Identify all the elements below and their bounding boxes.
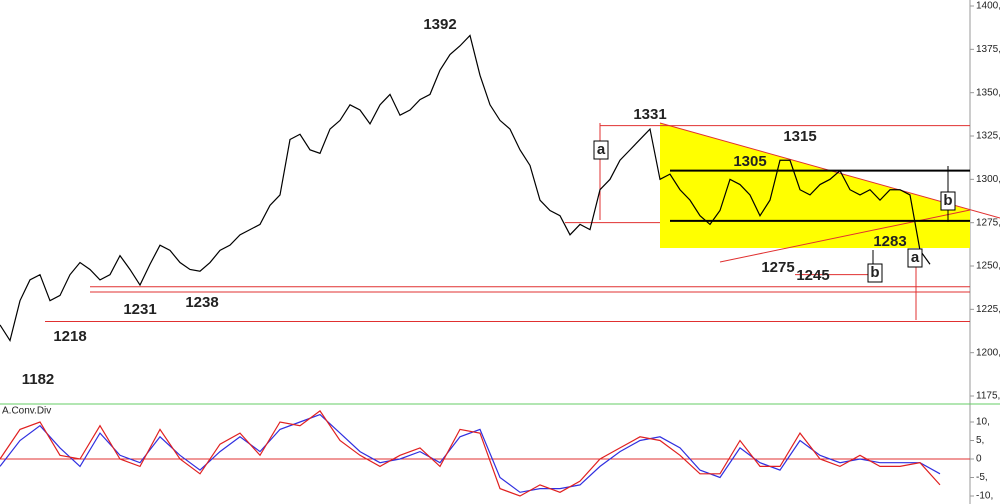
annotation: 1315 <box>783 128 816 145</box>
annotation: 1231 <box>123 301 156 318</box>
annotation: 1305 <box>733 153 766 170</box>
y-tick-label: 1250, <box>976 261 1000 272</box>
label-box <box>940 191 956 211</box>
annotation: 1218 <box>53 328 86 345</box>
y-tick-label: 1200, <box>976 347 1000 358</box>
annotation: 1245 <box>796 267 829 284</box>
label-box <box>867 263 883 283</box>
y-tick-label: 1375, <box>976 44 1000 55</box>
y-tick-label: 0 <box>976 454 982 465</box>
y-tick-label: 1350, <box>976 87 1000 98</box>
series-line <box>0 410 941 497</box>
annotation: 1331 <box>633 106 666 123</box>
annotation: 1182 <box>22 371 55 388</box>
series-line <box>0 34 931 343</box>
y-tick-label: -10, <box>976 491 993 502</box>
y-tick-label: 1275, <box>976 217 1000 228</box>
annotation: b <box>943 192 952 209</box>
y-tick-label: 1325, <box>976 131 1000 142</box>
trend-line <box>719 209 971 263</box>
annotation: 1392 <box>423 16 456 33</box>
y-tick-label: 1400, <box>976 1 1000 12</box>
panel-title: A.Conv.Div <box>2 406 51 417</box>
y-tick-label: -5, <box>976 472 988 483</box>
y-tick-label: 1225, <box>976 304 1000 315</box>
y-tick-label: 1175, <box>976 391 1000 402</box>
annotation: a <box>911 249 920 266</box>
y-tick-label: 5, <box>976 435 984 446</box>
y-tick-label: 1300, <box>976 174 1000 185</box>
triangle-pattern <box>660 123 970 248</box>
label-box <box>907 248 923 268</box>
annotation: b <box>870 264 879 281</box>
annotation: a <box>597 141 606 158</box>
annotation: 1238 <box>185 294 218 311</box>
series-line <box>0 413 941 493</box>
annotation: 1275 <box>761 259 794 276</box>
annotation: 1283 <box>873 233 906 250</box>
label-box <box>593 140 609 160</box>
y-tick-label: 10, <box>976 417 990 428</box>
